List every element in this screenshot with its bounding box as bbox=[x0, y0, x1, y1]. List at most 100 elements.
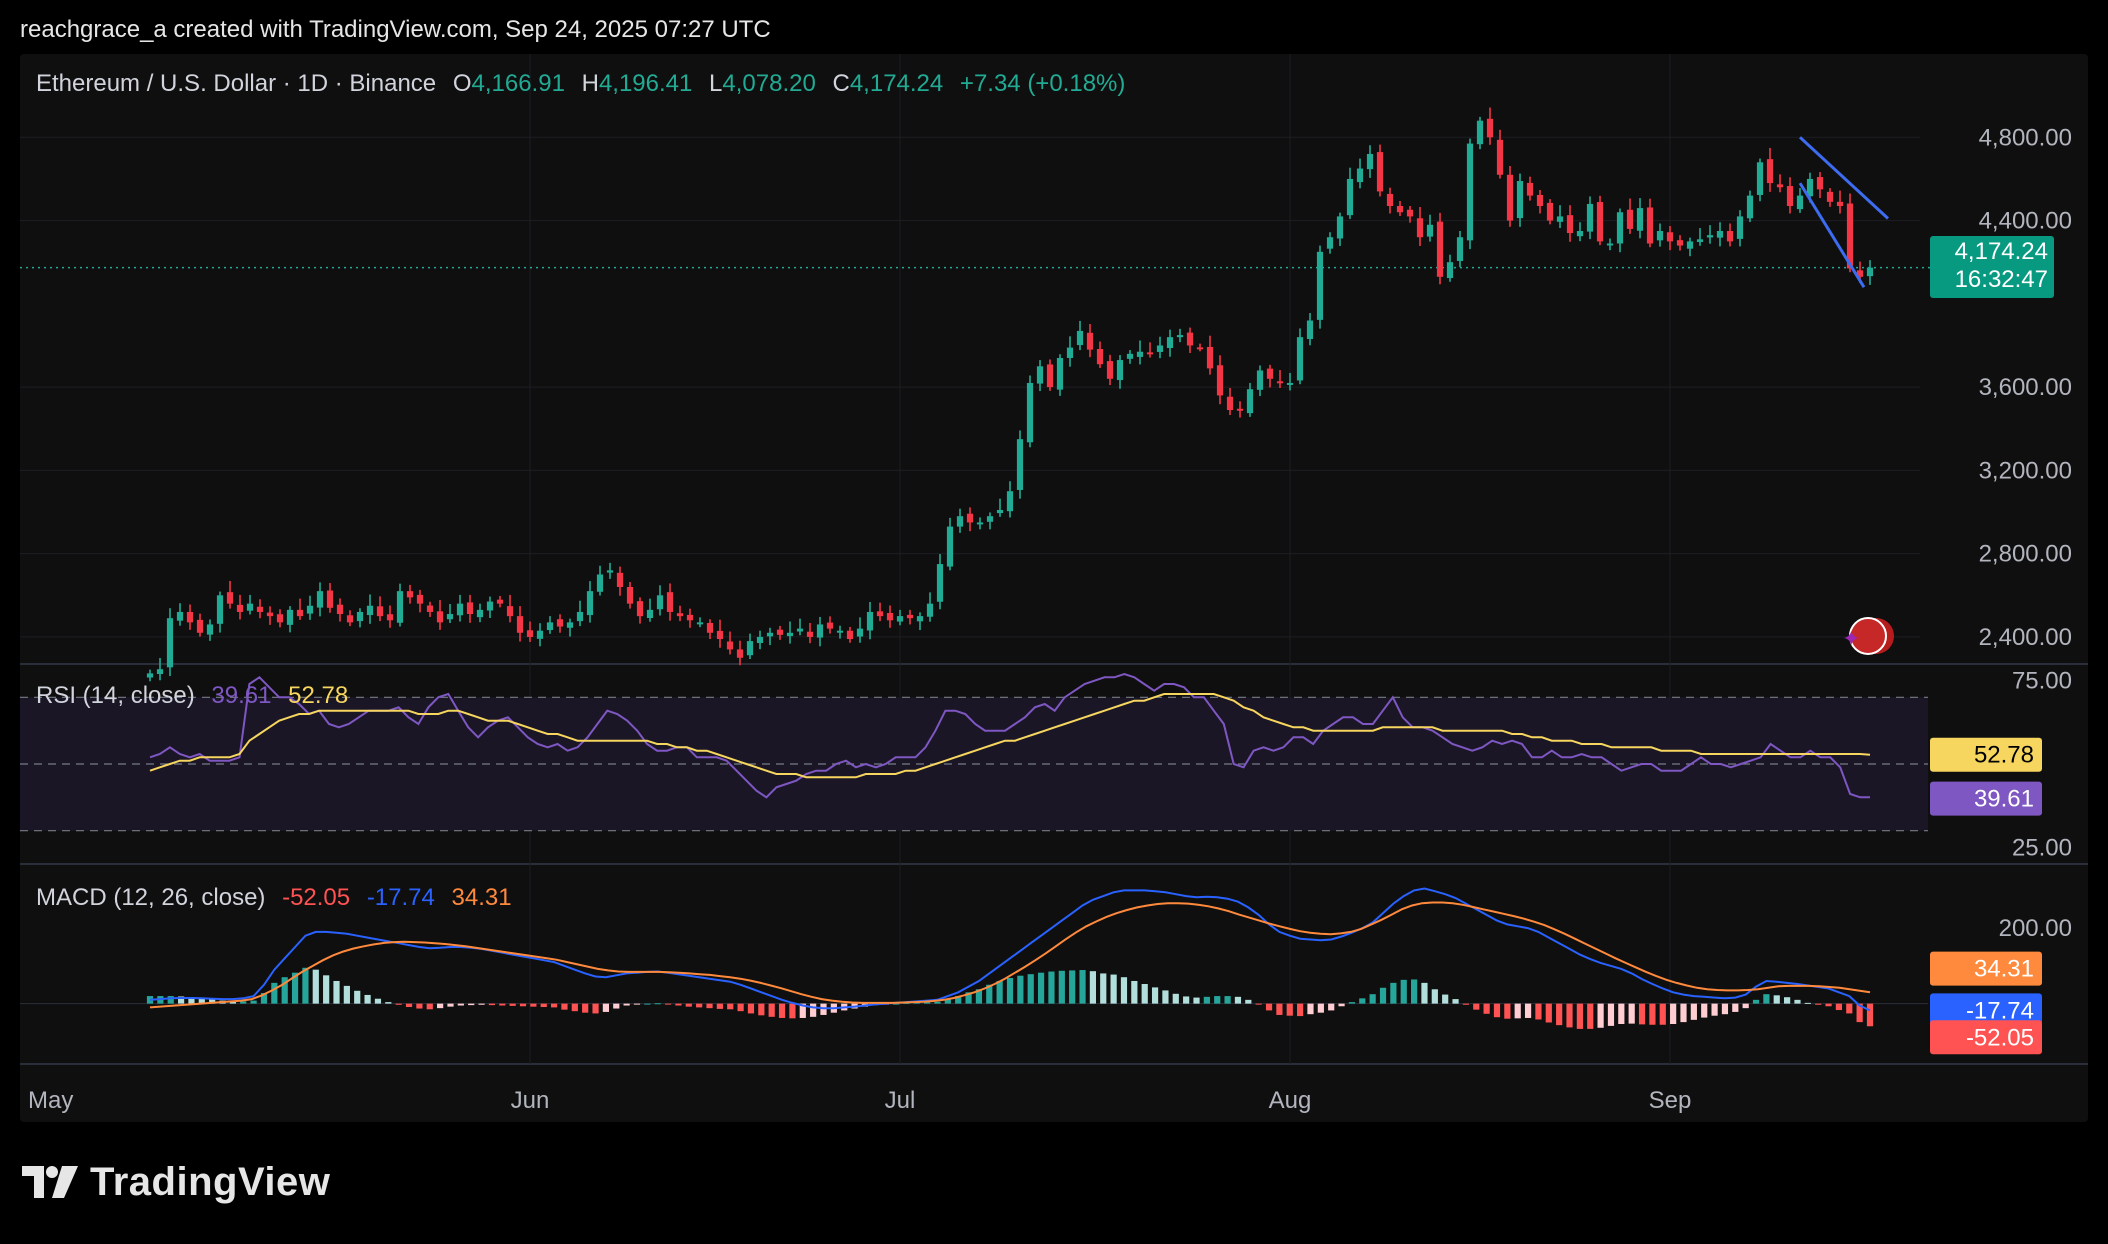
rsi-ma-value: 52.78 bbox=[288, 682, 349, 709]
macd-histogram-bar bbox=[1369, 994, 1376, 1004]
candle-body bbox=[1766, 159, 1774, 184]
candle-body bbox=[976, 522, 984, 525]
candle bbox=[156, 657, 164, 681]
symbol-label[interactable]: Ethereum / U.S. Dollar · 1D · Binance bbox=[36, 70, 437, 97]
candle bbox=[1026, 375, 1034, 448]
candle bbox=[1826, 188, 1834, 207]
macd-histogram-bar bbox=[1638, 1003, 1646, 1025]
candle bbox=[1306, 313, 1314, 346]
chart-frame[interactable]: 4,800.00 4,400.00 3,600.00 3,200.00 2,800.00… bbox=[20, 54, 2088, 1122]
candle-body bbox=[386, 614, 394, 621]
candle bbox=[1786, 177, 1794, 214]
macd-histogram-bar bbox=[1442, 994, 1449, 1004]
candle-body bbox=[186, 611, 194, 623]
candle bbox=[1496, 129, 1504, 179]
candle bbox=[196, 613, 204, 637]
candle bbox=[396, 583, 404, 627]
candle bbox=[1606, 238, 1614, 251]
macd-histogram-bar bbox=[1079, 970, 1086, 1004]
candle-body bbox=[1636, 208, 1644, 231]
candle-body bbox=[1436, 221, 1444, 277]
candle bbox=[406, 584, 414, 604]
macd-histogram-bar bbox=[364, 994, 371, 1004]
candle bbox=[1396, 201, 1404, 216]
candle bbox=[1536, 189, 1544, 214]
open-label: O bbox=[452, 70, 472, 97]
candle-body bbox=[576, 611, 584, 622]
candle bbox=[326, 583, 334, 613]
macd-histogram-bar bbox=[613, 1003, 620, 1009]
candle-body bbox=[1056, 357, 1064, 390]
candle bbox=[686, 608, 694, 628]
chart-canvas[interactable]: 4,800.00 4,400.00 3,600.00 3,200.00 2,800.00… bbox=[20, 54, 2088, 1122]
candle-body bbox=[1496, 139, 1504, 175]
macd-histogram-bar bbox=[1524, 1003, 1532, 1018]
candle bbox=[616, 566, 624, 596]
candle bbox=[1416, 207, 1424, 246]
macd-histogram-bar bbox=[768, 1003, 775, 1017]
macd-histogram-bar bbox=[1328, 1003, 1335, 1011]
candle bbox=[1736, 210, 1744, 247]
candle-body bbox=[1656, 230, 1664, 241]
macd-histogram-bar bbox=[1048, 971, 1055, 1004]
candle bbox=[746, 633, 754, 660]
tradingview-logo-icon bbox=[22, 1166, 78, 1198]
candle-body bbox=[1856, 270, 1864, 277]
candle-body bbox=[1696, 239, 1704, 243]
macd-histogram-bar bbox=[1556, 1003, 1563, 1026]
candle bbox=[1666, 225, 1674, 251]
candle bbox=[1266, 364, 1274, 388]
macd-histogram-bar bbox=[955, 996, 962, 1004]
macd-histogram-bar bbox=[582, 1003, 589, 1013]
tradingview-logo[interactable]: TradingView bbox=[22, 1160, 330, 1204]
macd-histogram-bar bbox=[1390, 982, 1397, 1004]
candle-body bbox=[1366, 153, 1374, 170]
price-legend: Ethereum / U.S. Dollar · 1D · Binance O4… bbox=[36, 70, 1125, 98]
candle-body bbox=[646, 609, 654, 618]
candle bbox=[1866, 260, 1874, 285]
macd-histogram-bar bbox=[540, 1003, 547, 1008]
macd-histogram-bar bbox=[323, 975, 330, 1004]
candle-body bbox=[706, 622, 714, 633]
rsi-label[interactable]: RSI (14, close) bbox=[36, 682, 195, 709]
candle-body bbox=[846, 630, 854, 640]
macd-histogram-bar bbox=[1784, 997, 1791, 1004]
macd-histogram-bar bbox=[1535, 1003, 1542, 1020]
candle-body bbox=[1556, 216, 1564, 222]
candle bbox=[576, 600, 584, 627]
candle bbox=[766, 627, 774, 646]
macd-histogram-bar bbox=[1400, 979, 1407, 1004]
candle bbox=[1596, 195, 1604, 246]
candle bbox=[1676, 235, 1684, 251]
candle bbox=[696, 617, 704, 628]
candle-body bbox=[1616, 212, 1624, 244]
candle bbox=[1766, 147, 1774, 192]
candle bbox=[286, 606, 294, 633]
rsi-value: 39.61 bbox=[211, 682, 272, 709]
candle bbox=[1426, 214, 1434, 242]
macd-label[interactable]: MACD (12, 26, close) bbox=[36, 884, 266, 911]
macd-histogram-bar bbox=[799, 1003, 806, 1018]
candle-body bbox=[1506, 174, 1514, 221]
macd-histogram-bar bbox=[778, 1003, 786, 1018]
candle bbox=[536, 623, 544, 647]
candle bbox=[1626, 198, 1634, 234]
macd-histogram-bar bbox=[1131, 980, 1138, 1004]
candle bbox=[636, 597, 644, 624]
price-axis-label: 3,200.00 bbox=[1979, 457, 2072, 484]
candle-body bbox=[826, 622, 834, 629]
candle bbox=[756, 630, 764, 650]
candle bbox=[556, 614, 564, 633]
close-label: C bbox=[832, 70, 850, 97]
candle-body bbox=[566, 622, 574, 628]
macd-signal-tag-text: 34.31 bbox=[1974, 956, 2034, 983]
macd-histogram-bar bbox=[1452, 999, 1459, 1004]
candle-body bbox=[1456, 237, 1464, 261]
candle bbox=[1706, 225, 1714, 244]
macd-histogram-bar bbox=[1504, 1003, 1511, 1019]
candle bbox=[1036, 360, 1044, 392]
macd-histogram-bar bbox=[509, 1003, 516, 1006]
price-axis-label: 2,800.00 bbox=[1979, 541, 2072, 568]
macd-histogram-bar bbox=[1276, 1003, 1283, 1015]
candle-body bbox=[1626, 209, 1634, 229]
